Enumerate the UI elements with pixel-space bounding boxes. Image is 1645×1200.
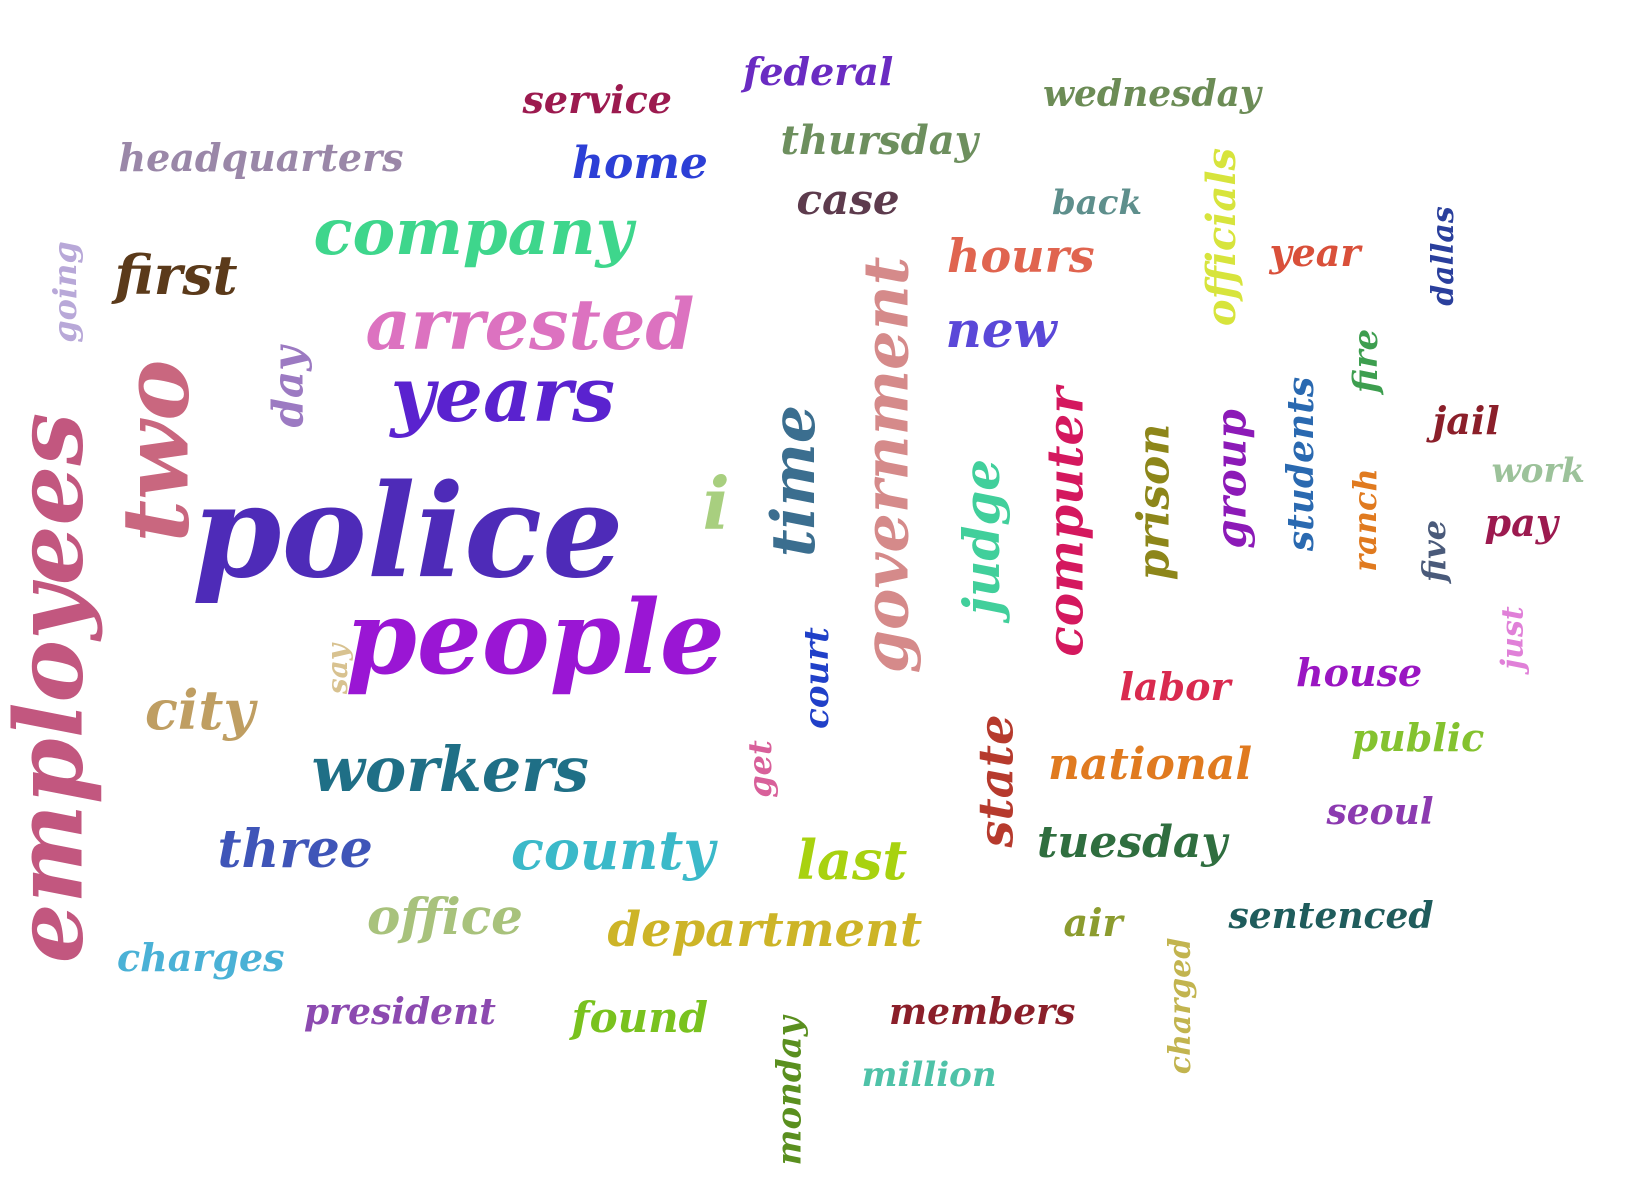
word-city: city (145, 678, 255, 742)
word-get: get (740, 740, 779, 798)
word-new: new (945, 300, 1057, 359)
word-officials: officials (1198, 147, 1246, 327)
word-say: say (321, 643, 355, 695)
word-federal: federal (743, 49, 894, 94)
word-company: company (313, 195, 633, 270)
word-public: public (1351, 715, 1485, 760)
word-president: president (304, 991, 496, 1033)
word-seoul: seoul (1326, 791, 1434, 833)
word-year: year (1269, 230, 1361, 275)
word-last: last (796, 828, 908, 892)
word-day: day (263, 346, 312, 428)
word-state: state (968, 714, 1025, 848)
word-members: members (889, 991, 1076, 1033)
word-years: years (390, 350, 616, 439)
word-department: department (607, 902, 923, 958)
word-just: just (1495, 606, 1531, 670)
word-home: home (572, 138, 708, 189)
word-two: two (101, 359, 210, 543)
word-arrested: arrested (365, 283, 695, 366)
word-jail: jail (1432, 398, 1500, 443)
word-police: police (192, 457, 624, 607)
word-time: time (759, 404, 830, 558)
word-fire: fire (1346, 328, 1387, 394)
word-sentenced: sentenced (1228, 895, 1434, 937)
word-charges: charges (117, 935, 285, 980)
word-people: people (345, 578, 725, 698)
word-found: found (571, 993, 709, 1042)
word-government: government (848, 256, 922, 674)
word-labor: labor (1119, 664, 1231, 709)
word-thursday: thursday (780, 117, 978, 164)
word-case: case (796, 175, 900, 224)
word-i: i (702, 461, 730, 546)
word-back: back (1052, 183, 1143, 223)
word-going: going (45, 241, 84, 343)
word-employees: employees (0, 412, 104, 964)
word-house: house (1296, 650, 1423, 695)
word-air: air (1063, 900, 1123, 945)
word-county: county (511, 818, 715, 882)
word-group: group (1206, 409, 1256, 549)
word-wednesday: wednesday (1043, 73, 1261, 115)
word-headquarters: headquarters (118, 135, 404, 180)
word-tuesday: tuesday (1037, 817, 1227, 868)
word-computer: computer (1035, 387, 1095, 657)
word-million: million (861, 1055, 997, 1095)
word-dallas: dallas (1425, 206, 1461, 306)
word-three: three (217, 819, 373, 880)
word-prison: prison (1127, 423, 1179, 581)
word-monday: monday (768, 1016, 809, 1166)
word-office: office (367, 887, 523, 946)
word-work: work (1491, 451, 1585, 491)
word-national: national (1048, 739, 1253, 790)
word-pay: pay (1484, 500, 1558, 545)
word-ranch: ranch (1345, 468, 1384, 572)
word-workers: workers (311, 733, 589, 806)
word-students: students (1280, 376, 1323, 552)
word-judge: judge (952, 458, 1012, 616)
word-first: first (114, 243, 238, 307)
word-charged: charged (1163, 937, 1199, 1075)
word-hours: hours (947, 229, 1095, 283)
word-court: court (796, 627, 837, 729)
word-five: five (1415, 519, 1454, 583)
word-service: service (522, 77, 672, 122)
